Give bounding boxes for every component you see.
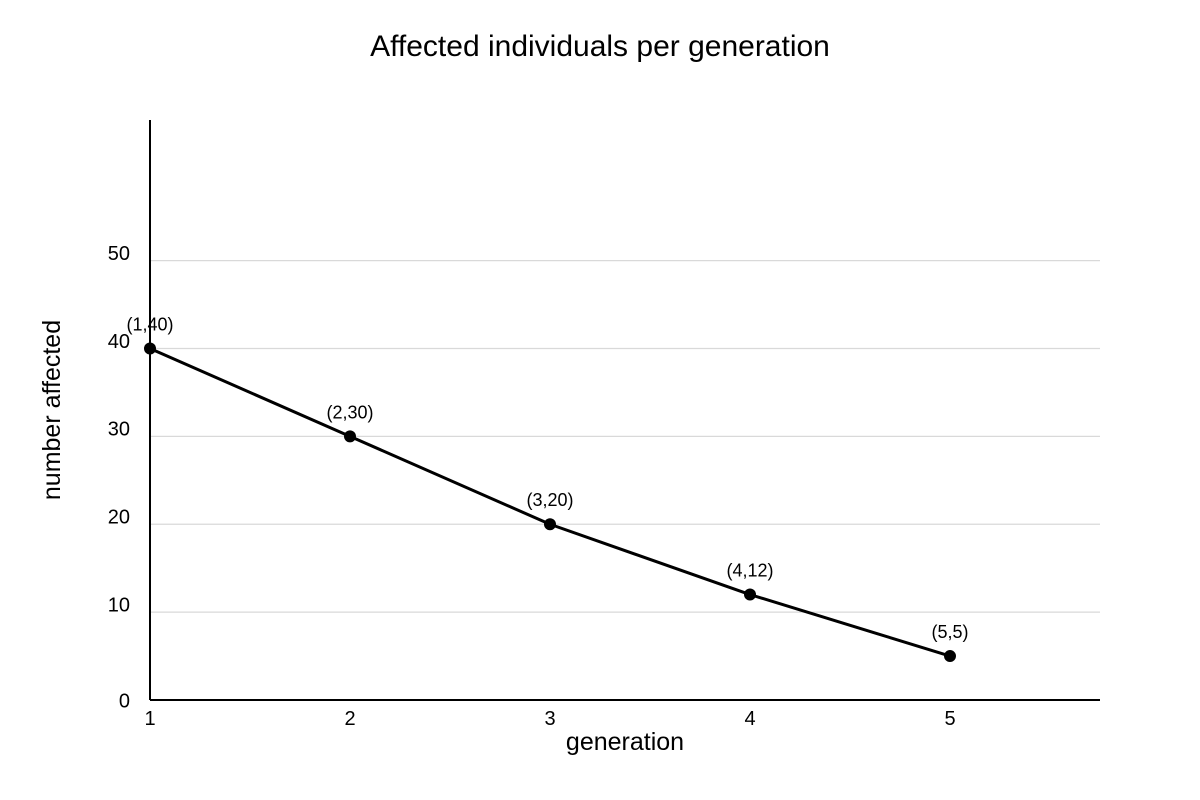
x-tick-label: 3 bbox=[544, 708, 555, 730]
x-tick-label: 4 bbox=[744, 708, 755, 730]
y-tick-label: 50 bbox=[108, 243, 130, 265]
gridlines bbox=[150, 260, 1100, 613]
data-label: (1,40) bbox=[126, 314, 173, 334]
chart-title: Affected individuals per generation bbox=[370, 30, 830, 63]
axes bbox=[149, 120, 1100, 701]
tick-labels: 0 10 20 30 40 50 1 2 3 4 5 bbox=[108, 243, 956, 730]
x-axis-label: generation bbox=[566, 728, 684, 756]
data-point bbox=[944, 650, 956, 663]
data-series bbox=[144, 342, 956, 663]
data-label: (4,12) bbox=[726, 561, 773, 581]
data-labels: (1,40) (2,30) (3,20) (4,12) (5,5) bbox=[126, 314, 968, 642]
x-tick-label: 2 bbox=[344, 708, 355, 730]
y-tick-label: 20 bbox=[108, 507, 130, 529]
data-point bbox=[744, 588, 756, 601]
y-tick-label: 0 bbox=[119, 690, 130, 712]
data-point bbox=[144, 342, 156, 355]
y-tick-label: 10 bbox=[108, 594, 130, 616]
y-tick-label: 30 bbox=[108, 419, 130, 441]
data-label: (3,20) bbox=[526, 490, 573, 510]
data-point bbox=[344, 430, 356, 443]
data-point bbox=[544, 518, 556, 531]
x-tick-label: 1 bbox=[144, 708, 155, 730]
data-label: (2,30) bbox=[326, 402, 373, 422]
y-axis-label: number affected bbox=[38, 320, 66, 500]
x-tick-label: 5 bbox=[944, 708, 955, 730]
y-tick-label: 40 bbox=[108, 331, 130, 353]
data-label: (5,5) bbox=[931, 622, 968, 642]
